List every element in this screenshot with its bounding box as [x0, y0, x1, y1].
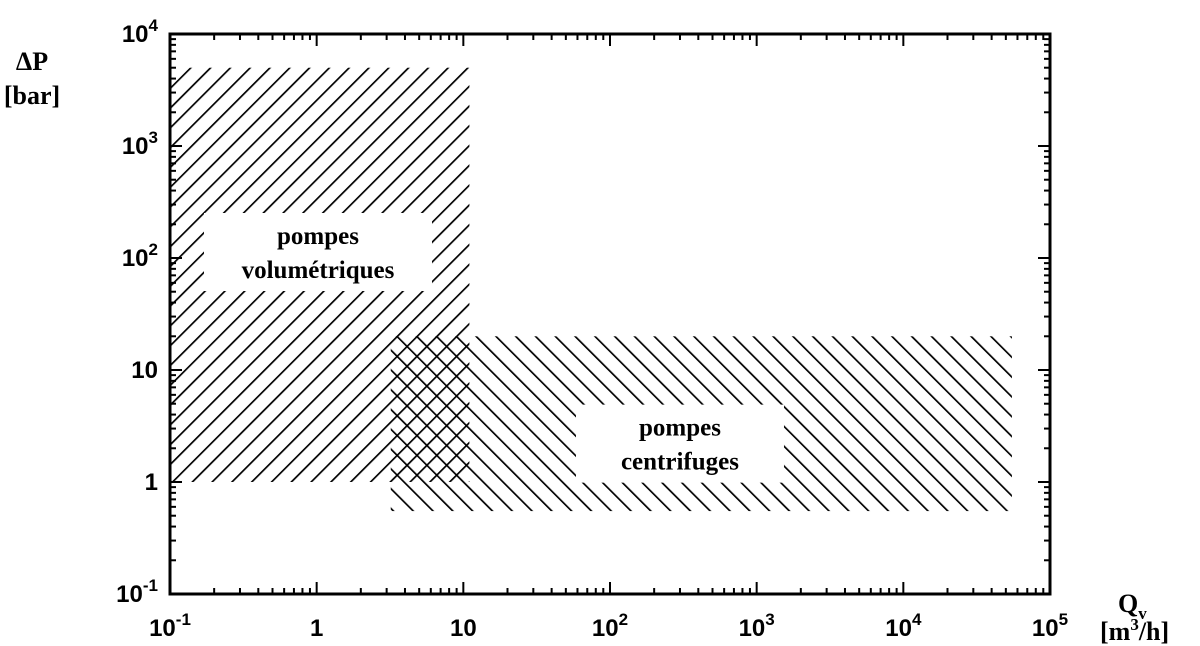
y-tick-label: 10-1: [116, 576, 158, 608]
y-tick-label: 1: [145, 469, 158, 496]
x-tick-label: 103: [739, 610, 775, 642]
tick-labels-layer: 10-1 1 10 102 103 104 105 10-1 1 10 102 103 104: [116, 16, 1068, 642]
x-axis-unit: [m3/h]: [1100, 615, 1169, 646]
region-label-line: pompes: [277, 223, 359, 250]
region-label-pompes-centrifuges: pompes centrifuges: [575, 404, 784, 483]
y-axis-label: ΔP: [16, 47, 48, 76]
x-tick-label: 104: [885, 610, 922, 642]
x-tick-label: 102: [592, 610, 628, 642]
y-tick-label: 103: [122, 128, 158, 160]
region-label-line: pompes: [639, 415, 721, 442]
region-label-background: [575, 404, 784, 483]
region-label-line: centrifuges: [621, 449, 739, 476]
region-label-pompes-volumetriques: pompes volumétriques: [204, 213, 432, 291]
region-labels-layer: pompes volumétriques pompes centrifuges: [204, 213, 784, 483]
y-axis-unit: [bar]: [4, 81, 60, 110]
x-axis-symbol-sub: v: [1138, 604, 1147, 623]
x-tick-label: 10: [450, 615, 477, 642]
y-tick-label: 102: [122, 240, 158, 272]
region-label-background: [204, 213, 432, 291]
x-axis-symbol: Q: [1118, 589, 1138, 618]
y-tick-label: 10: [131, 357, 158, 384]
y-tick-label: 104: [122, 16, 159, 48]
x-axis-label: Qv: [1118, 589, 1147, 623]
y-axis-symbol: ΔP: [16, 47, 48, 76]
region-label-line: volumétriques: [242, 257, 395, 284]
ticks-layer: [169, 33, 1051, 595]
x-tick-label: 105: [1032, 610, 1068, 642]
x-tick-label: 10-1: [149, 610, 191, 642]
x-tick-label: 1: [310, 615, 323, 642]
